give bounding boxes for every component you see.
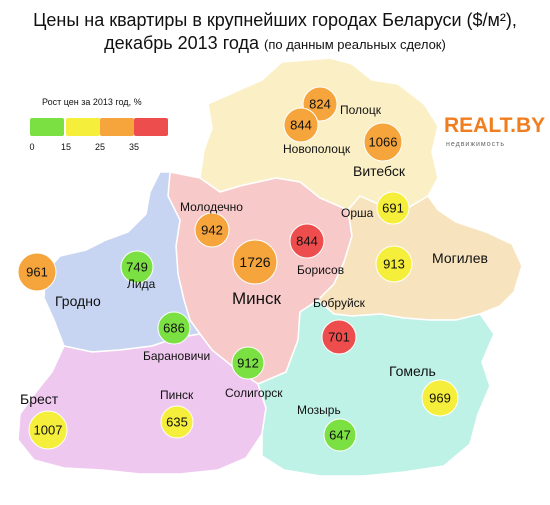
price-marker	[120, 250, 154, 284]
price-value: 961	[26, 265, 48, 280]
price-value: 686	[163, 321, 185, 336]
city-gomel: 969 Гомель	[389, 363, 459, 417]
price-value: 1066	[369, 135, 398, 150]
city-name: Пинск	[160, 388, 194, 402]
price-marker	[231, 346, 265, 380]
price-value: 913	[383, 257, 405, 272]
city-markers: 824 Полоцк 844 Новополоцк 1066 Витебск 9…	[17, 86, 488, 452]
price-value: 969	[429, 391, 451, 406]
price-value: 1007	[34, 423, 63, 438]
city-novopolotsk: 844 Новополоцк	[283, 107, 351, 156]
legend-title: Рост цен за 2013 год, %	[42, 97, 142, 107]
city-name: Борисов	[297, 263, 344, 277]
legend-swatch-35-plus	[134, 118, 168, 136]
realt-by-logo: REALT.BY недвижимость	[444, 114, 545, 148]
price-value: 691	[382, 201, 404, 216]
price-marker	[283, 107, 319, 143]
region-gomel	[257, 299, 495, 477]
city-pinsk: 635 Пинск	[160, 388, 194, 439]
price-value: 824	[309, 97, 331, 112]
region-mogilev	[316, 195, 523, 321]
brand-tagline: недвижимость	[446, 141, 505, 148]
price-marker	[194, 212, 230, 248]
price-marker	[375, 245, 413, 283]
price-marker	[160, 405, 194, 439]
price-value: 635	[166, 415, 188, 430]
city-lida: 749 Лида	[120, 250, 156, 291]
brand-name: REALT.BY	[444, 114, 545, 137]
city-name: Лида	[127, 277, 156, 291]
city-name: Полоцк	[340, 103, 382, 117]
city-name: Новополоцк	[283, 142, 351, 156]
city-mozyr: 647 Мозырь	[297, 403, 357, 452]
city-name: Витебск	[353, 163, 406, 179]
price-marker	[421, 379, 459, 417]
price-marker	[157, 311, 191, 345]
city-name: Гродно	[55, 293, 101, 309]
price-marker	[363, 122, 403, 162]
city-minsk: 1726 Минск	[232, 239, 282, 308]
city-mogilev: 913 Могилев	[375, 245, 488, 283]
legend-tick-15: 15	[61, 142, 71, 152]
city-grodno: 961 Гродно	[17, 252, 101, 309]
city-name: Гомель	[389, 363, 436, 379]
price-marker	[323, 418, 357, 452]
price-value: 912	[237, 356, 259, 371]
city-borisov: 844 Борисов	[289, 223, 344, 277]
city-name: Брест	[20, 391, 59, 407]
price-value: 647	[329, 428, 351, 443]
city-name: Молодечно	[180, 200, 243, 214]
city-name: Минск	[232, 289, 282, 308]
city-name: Солигорск	[225, 386, 283, 400]
price-value: 701	[328, 330, 350, 345]
map-title-line2: декабрь 2013 года (по данным реальных сде…	[104, 33, 446, 53]
price-marker	[289, 223, 325, 259]
price-value: 942	[201, 223, 223, 238]
legend-tick-25: 25	[95, 142, 105, 152]
price-value: 1726	[239, 254, 270, 270]
city-baranovichi: 686 Барановичи	[143, 311, 210, 363]
map-title-date: декабрь 2013 года	[104, 33, 260, 53]
price-marker	[28, 410, 68, 450]
map-title-note: (по данным реальных сделок)	[264, 37, 446, 52]
city-name: Мозырь	[297, 403, 341, 417]
city-name: Орша	[341, 206, 374, 220]
legend-swatch-25-35	[100, 118, 134, 136]
legend-swatch-0-15	[30, 118, 64, 136]
city-name: Бобруйск	[313, 296, 366, 310]
legend-tick-0: 0	[29, 142, 34, 152]
city-soligorsk: 912 Солигорск	[225, 346, 283, 400]
price-value: 844	[296, 234, 318, 249]
city-orsha: 691 Орша	[341, 191, 410, 225]
map-title-line1: Цены на квартиры в крупнейших городах Бе…	[33, 10, 517, 30]
price-value: 749	[126, 260, 148, 275]
price-marker	[17, 252, 57, 292]
city-name: Могилев	[432, 250, 488, 266]
legend-swatch-15-25	[66, 118, 100, 136]
city-vitebsk: 1066 Витебск	[353, 122, 406, 179]
city-molodechno: 942 Молодечно	[180, 200, 243, 248]
city-bobruisk: 701 Бобруйск	[313, 296, 366, 355]
price-marker	[321, 319, 357, 355]
price-marker	[232, 239, 278, 285]
city-name: Барановичи	[143, 349, 210, 363]
price-value: 844	[290, 118, 312, 133]
legend-tick-35: 35	[129, 142, 139, 152]
legend: Рост цен за 2013 год, % 0 15 25 35	[29, 97, 168, 152]
city-brest: 1007 Брест	[20, 391, 68, 450]
price-marker	[376, 191, 410, 225]
